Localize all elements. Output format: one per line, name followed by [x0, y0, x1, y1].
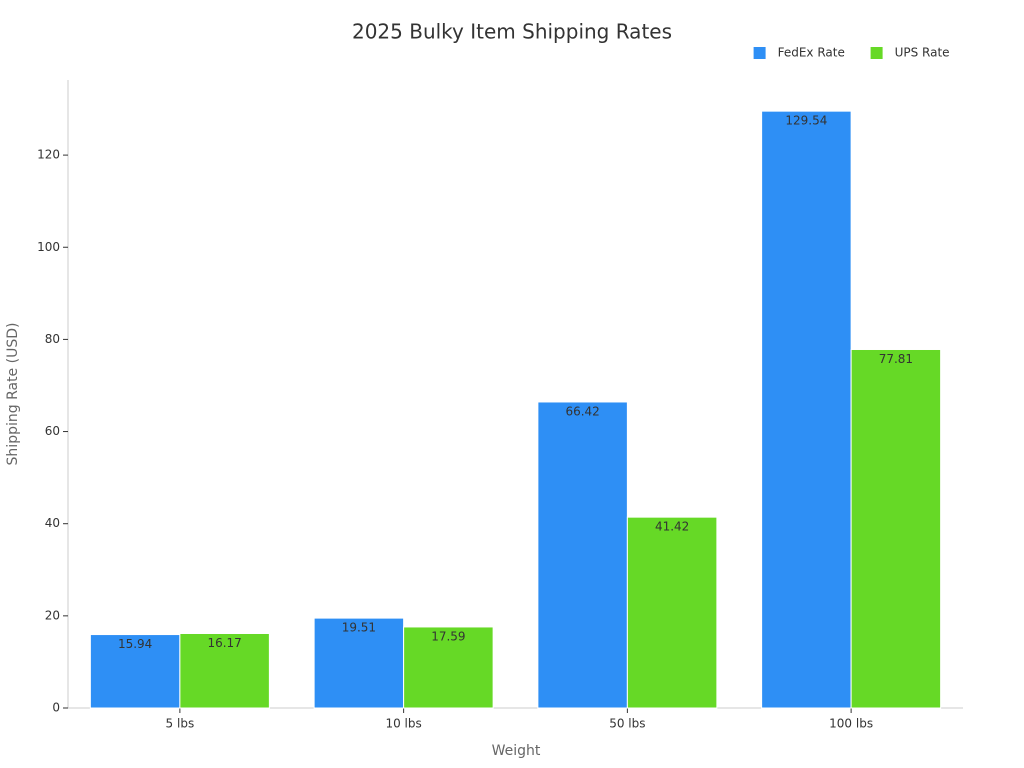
x-tick-label: 100 lbs: [829, 717, 873, 731]
chart-title: 2025 Bulky Item Shipping Rates: [352, 20, 672, 44]
y-tick-label: 0: [52, 701, 60, 715]
bar: [850, 348, 942, 709]
y-tick-label: 120: [37, 148, 60, 162]
x-tick-label: 50 lbs: [609, 717, 645, 731]
y-tick-label: 80: [45, 332, 60, 346]
bar: [537, 401, 628, 709]
data-label: 19.51: [342, 621, 376, 635]
bar: [761, 110, 852, 709]
bar: [179, 632, 270, 709]
legend-swatch: [753, 47, 766, 59]
legend-label: UPS Rate: [895, 46, 950, 60]
data-label: 77.81: [879, 352, 913, 366]
data-label: 41.42: [655, 520, 689, 534]
data-label: 15.94: [118, 637, 152, 651]
x-axis-label: Weight: [492, 743, 541, 759]
legend-label: FedEx Rate: [778, 46, 845, 60]
x-tick-label: 10 lbs: [385, 717, 421, 731]
bar: [626, 516, 718, 709]
data-label: 129.54: [785, 114, 827, 128]
data-label: 16.17: [207, 636, 241, 650]
y-tick-label: 60: [45, 424, 60, 438]
bar: [313, 617, 405, 709]
x-tick-label: 5 lbs: [166, 717, 195, 731]
bar: [403, 626, 494, 709]
data-label: 17.59: [431, 629, 465, 643]
y-tick-label: 100: [37, 240, 60, 254]
y-axis-label: Shipping Rate (USD): [5, 323, 21, 466]
data-label: 66.42: [565, 404, 599, 418]
y-tick-label: 20: [45, 608, 60, 622]
legend-swatch: [870, 47, 883, 59]
y-tick-label: 40: [45, 516, 60, 530]
